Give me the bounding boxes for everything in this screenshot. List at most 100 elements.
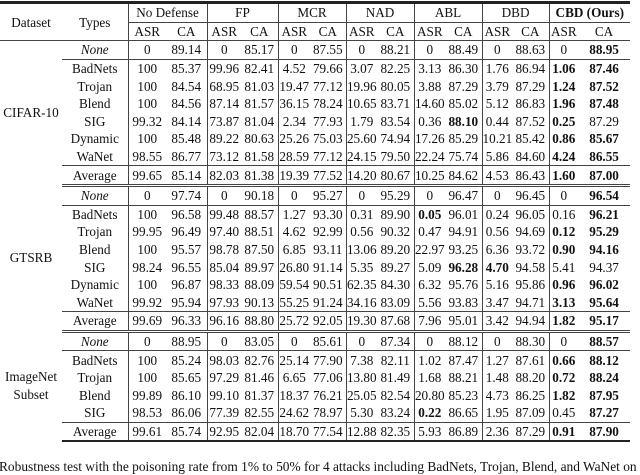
ca-value: 87.34 [377,331,415,352]
asr-value: 1.82 [552,387,576,403]
ca-value: 95.94 [166,293,208,312]
dataset-group: CIFAR-10 None 0 89.14 0 85.17 0 87.55 0 88.21 0 88.… [0,40,631,187]
ca-value: 85.42 [512,130,550,148]
asr-value: 5.35 [350,259,374,275]
ca-value: 84.14 [166,112,208,131]
asr-value: 5.16 [485,277,509,293]
asr-header: ASR [207,22,241,42]
ca-value: 95.17 [578,311,631,333]
asr-value: 19.39 [278,165,311,187]
ca-value: 86.55 [589,149,619,165]
ca-value: 75.03 [310,130,347,148]
ca-header: CA [512,22,550,42]
asr-value: 73.87 [209,113,240,129]
ca-value: 82.35 [377,421,415,443]
results-table: Dataset Types No Defense FP MCR NAD ABL DBD CBD … [0,4,631,443]
asr-value: 2.34 [282,113,306,129]
asr-value: 0.22 [418,405,442,421]
method-header: ABL [414,4,483,23]
ca-value: 86.83 [512,94,550,113]
ca-value: 87.52 [589,78,619,94]
ca-value: 77.52 [310,165,347,187]
ca-value: 83.71 [377,94,415,113]
asr-value: 100 [137,61,158,77]
asr-value: 13.06 [346,242,377,258]
attack-type: Dynamic [62,275,129,294]
asr-value: 0 [482,185,513,206]
asr-value: 24.62 [279,405,310,421]
asr-value: 0.56 [485,224,509,240]
asr-value: 0 [414,185,446,206]
ca-value: 78.97 [310,404,347,423]
table-caption: Robustness test with the poisoning rate … [0,459,640,474]
table-row: Blend 100 95.57 98.78 87.50 6.85 93.11 13.06 89.… [0,240,630,259]
asr-value: 0.31 [350,206,374,222]
ca-value: 85.17 [241,40,279,60]
ca-value: 86.06 [166,404,208,423]
attack-type: BadNets [62,59,129,78]
asr-value: 55.25 [279,294,310,310]
asr-value: 0 [207,331,241,352]
table-header: Dataset Types No Defense FP MCR NAD ABL DBD CBD … [0,4,631,42]
asr-value: 99.95 [132,224,163,240]
asr-value: 99.10 [209,387,240,403]
asr-header: ASR [278,22,311,42]
asr-value: 6.32 [418,277,442,293]
asr-value: 34.16 [346,294,377,310]
asr-value: 0.44 [485,113,509,129]
method-header: CBD (Ours) [549,4,631,23]
table-row: BadNets 100 85.37 99.96 82.41 4.52 79.66 3.07 82… [0,59,630,78]
ca-value: 87.68 [377,311,415,333]
ca-value: 85.24 [166,350,208,369]
asr-value: 0.36 [418,113,442,129]
ca-value: 92.99 [310,223,347,241]
ca-value: 82.04 [241,421,279,443]
ca-value: 96.49 [166,223,208,241]
asr-value: 0 [549,185,579,206]
ca-value: 94.16 [589,242,619,258]
table-row: Trojan 100 84.54 68.95 81.03 19.47 77.12 19.96 8… [0,77,630,95]
asr-value: 0.16 [552,206,576,222]
asr-value: 10.65 [346,96,377,112]
asr-value: 1.68 [418,370,442,386]
asr-value: 0.12 [552,224,576,240]
attack-type: Average [62,165,129,187]
attack-type: BadNets [62,350,129,369]
asr-value: 5.41 [552,259,576,275]
asr-value: 0.96 [552,277,576,293]
ca-value: 74.94 [377,130,415,148]
asr-value: 25.14 [279,352,310,368]
attack-type: Average [62,421,129,443]
asr-value: 1.82 [549,311,579,333]
ca-value: 89.27 [377,258,415,276]
attack-type: Trojan [62,368,129,387]
asr-value: 0 [549,331,579,352]
asr-value: 100 [137,352,158,368]
asr-value: 98.33 [209,277,240,293]
asr-value: 6.65 [282,370,306,386]
asr-value: 20.80 [414,387,445,403]
asr-value: 97.40 [209,224,240,240]
asr-value: 99.89 [132,387,163,403]
ca-value: 88.10 [445,112,483,131]
ca-value: 87.29 [445,77,483,95]
asr-value: 0 [549,40,579,60]
ca-value: 77.06 [310,368,347,387]
dataset-group: GTSRB None 0 97.74 0 90.18 0 95.27 0 95.29 0 96.47 0… [0,185,631,333]
table-row: SIG 98.24 96.55 85.04 89.97 26.80 91.14 5.35 89.… [0,258,630,276]
ca-value: 94.37 [589,259,619,275]
table-row: BadNets 100 85.24 98.03 82.76 25.14 77.90 7.38 8… [0,350,630,369]
attack-type: Blend [62,94,129,113]
ca-header: CA [445,22,483,42]
ca-value: 87.95 [589,387,619,403]
ca-value: 89.97 [241,258,279,276]
asr-value: 5.86 [485,149,509,165]
ca-value: 85.23 [445,386,483,405]
asr-value: 19.96 [346,78,377,94]
ca-value: 86.89 [445,421,483,443]
asr-value: 19.30 [346,311,378,333]
ca-value: 95.29 [377,185,415,206]
asr-value: 7.96 [414,311,446,333]
asr-header: ASR [128,22,166,42]
asr-value: 3.79 [485,78,509,94]
